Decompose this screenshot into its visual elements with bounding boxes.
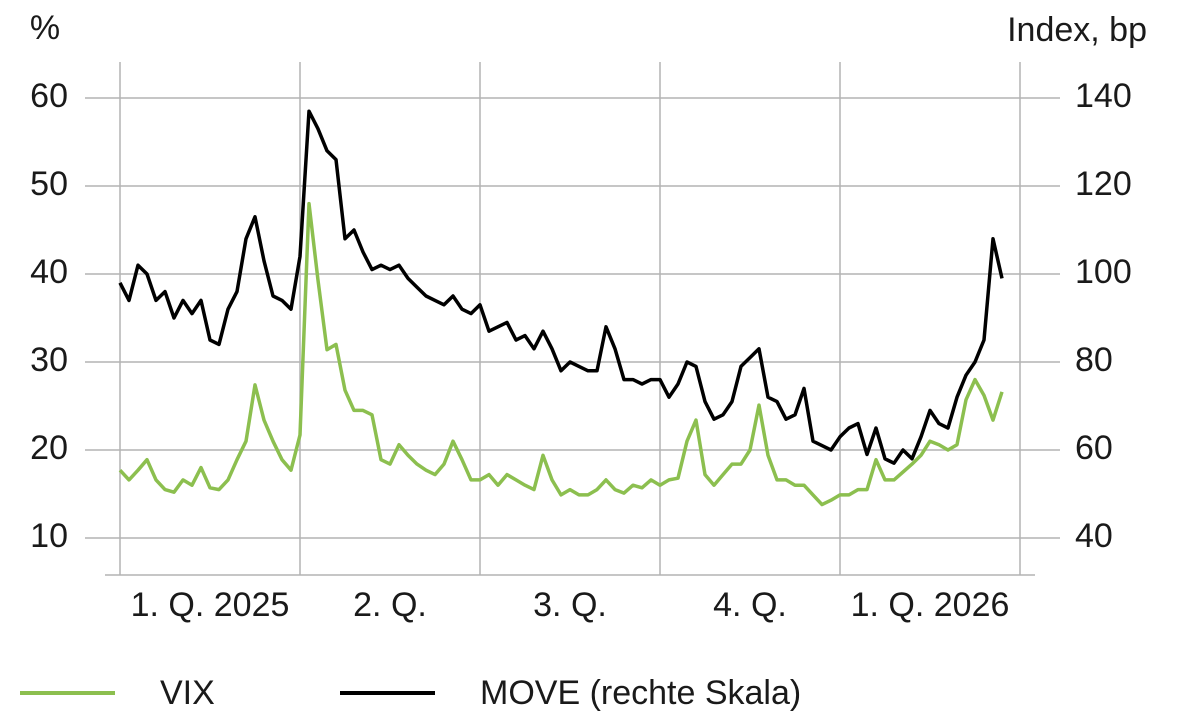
y2-tick-label: 120 bbox=[1075, 165, 1132, 203]
y2-tick-label: 60 bbox=[1075, 429, 1113, 467]
series-line bbox=[118, 201, 1004, 507]
y2-tick-label: 80 bbox=[1075, 341, 1113, 379]
x-tick-label: 2. Q. bbox=[353, 586, 427, 624]
y-tick-label: 40 bbox=[30, 253, 68, 291]
y2-axis-title: Index, bp bbox=[1007, 11, 1147, 49]
series-line bbox=[118, 109, 1004, 465]
x-tick-label: 1. Q. 2025 bbox=[131, 586, 290, 624]
x-tick-label: 4. Q. bbox=[713, 586, 787, 624]
x-tick-label: 1. Q. 2026 bbox=[851, 586, 1010, 624]
y-tick-label: 10 bbox=[30, 517, 68, 555]
y2-tick-label: 40 bbox=[1075, 517, 1113, 555]
y-tick-label: 30 bbox=[30, 341, 68, 379]
y-tick-label: 20 bbox=[30, 429, 68, 467]
y2-tick-label: 140 bbox=[1075, 77, 1132, 115]
y-tick-label: 50 bbox=[30, 165, 68, 203]
legend-label: MOVE (rechte Skala) bbox=[480, 674, 801, 712]
legend-label: VIX bbox=[160, 674, 215, 712]
y-axis-title: % bbox=[30, 9, 60, 47]
y-tick-label: 60 bbox=[30, 77, 68, 115]
y2-tick-label: 100 bbox=[1075, 253, 1132, 291]
x-tick-label: 3. Q. bbox=[533, 586, 607, 624]
